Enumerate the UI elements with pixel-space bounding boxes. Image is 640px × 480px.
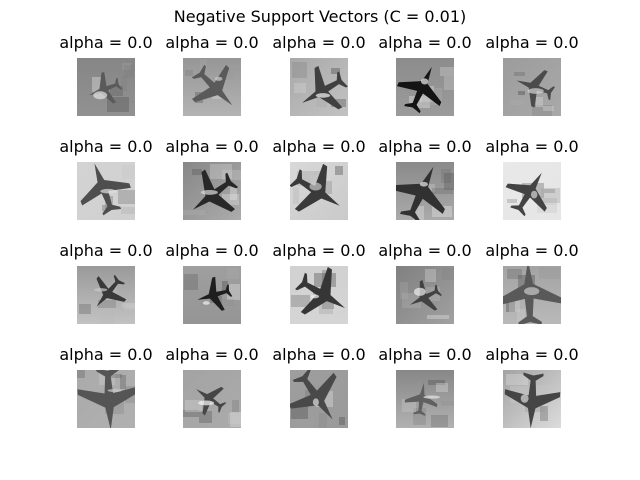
- panel-image: [396, 162, 454, 220]
- panel-title: alpha = 0.0: [485, 33, 579, 52]
- panel-image: [77, 58, 135, 116]
- panel-title: alpha = 0.0: [59, 241, 153, 260]
- panel-title: alpha = 0.0: [485, 345, 579, 364]
- panel-title: alpha = 0.0: [165, 345, 259, 364]
- panel-image: [396, 58, 454, 116]
- panel-title: alpha = 0.0: [59, 137, 153, 156]
- panel-image: [503, 266, 561, 324]
- panel-title: alpha = 0.0: [378, 137, 472, 156]
- panel-image: [290, 58, 348, 116]
- panel-title: alpha = 0.0: [165, 137, 259, 156]
- panel-title: alpha = 0.0: [378, 345, 472, 364]
- panel-title: alpha = 0.0: [272, 33, 366, 52]
- panel-image: [396, 370, 454, 428]
- panel-image: [77, 162, 135, 220]
- panel-image: [503, 162, 561, 220]
- panel-title: alpha = 0.0: [485, 137, 579, 156]
- panel-image: [183, 266, 241, 324]
- panel-title: alpha = 0.0: [165, 33, 259, 52]
- panel-title: alpha = 0.0: [378, 241, 472, 260]
- panel-image: [503, 58, 561, 116]
- panel-title: alpha = 0.0: [272, 345, 366, 364]
- panel-image: [183, 58, 241, 116]
- figure-title: Negative Support Vectors (C = 0.01): [173, 7, 467, 26]
- panel-title: alpha = 0.0: [485, 241, 579, 260]
- panel-title: alpha = 0.0: [272, 137, 366, 156]
- panel-image: [77, 266, 135, 324]
- panel-image: [77, 370, 135, 428]
- panel-title: alpha = 0.0: [165, 241, 259, 260]
- panel-image: [503, 370, 561, 428]
- panel-image: [290, 266, 348, 324]
- panel-image: [290, 370, 348, 428]
- panel-title: alpha = 0.0: [59, 33, 153, 52]
- panel-image: [396, 266, 454, 324]
- panel-title: alpha = 0.0: [378, 33, 472, 52]
- panel-image: [290, 162, 348, 220]
- panel-image: [183, 162, 241, 220]
- panel-image: [183, 370, 241, 428]
- panel-title: alpha = 0.0: [59, 345, 153, 364]
- panel-title: alpha = 0.0: [272, 241, 366, 260]
